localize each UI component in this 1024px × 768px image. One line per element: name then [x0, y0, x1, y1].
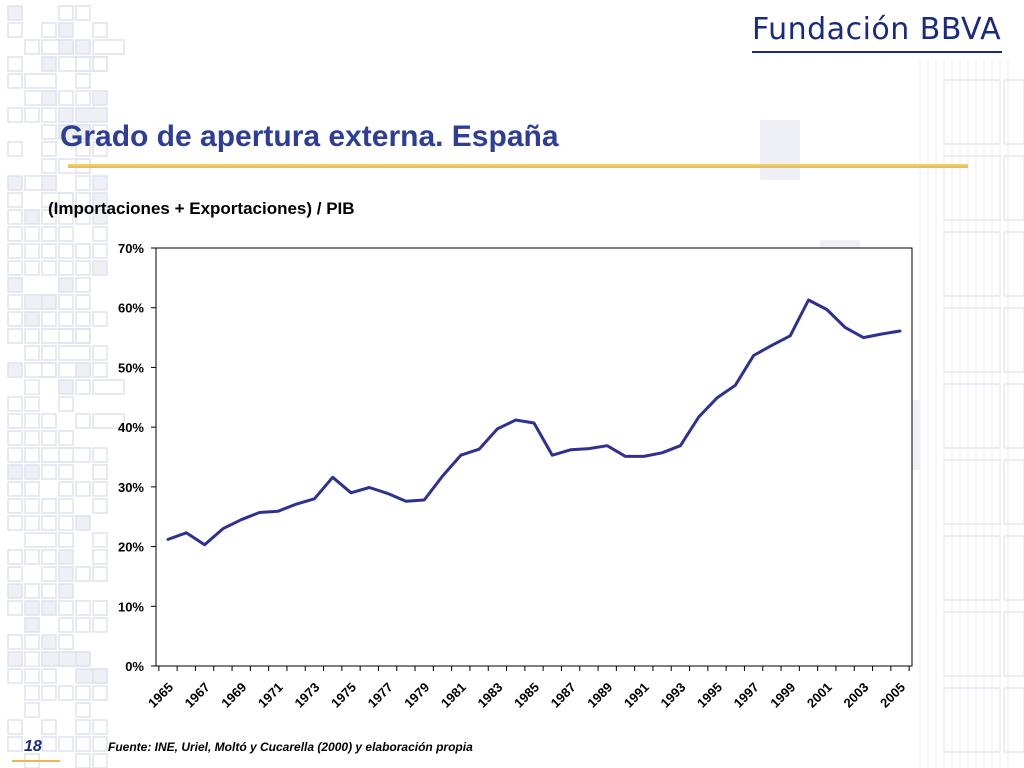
x-tick-label: 2005 [877, 680, 908, 711]
x-tick-label: 1977 [365, 680, 396, 711]
logo-text: Fundación BBVA [752, 12, 1002, 47]
source-note: Fuente: INE, Uriel, Moltó y Cucarella (2… [108, 740, 473, 754]
x-tick-label: 1971 [255, 680, 286, 711]
y-tick-label: 20% [118, 540, 144, 555]
x-tick-label: 1999 [767, 680, 798, 711]
x-tick-label: 1967 [182, 680, 213, 711]
x-tick-label: 1997 [731, 680, 762, 711]
y-tick-label: 30% [118, 480, 144, 495]
y-tick-label: 60% [118, 301, 144, 316]
x-tick-label: 1985 [511, 680, 542, 711]
x-tick-label: 1979 [401, 680, 432, 711]
plot-area [155, 247, 913, 667]
logo-underline [752, 51, 1002, 53]
y-tick-label: 10% [118, 599, 144, 614]
foundation-logo: Fundación BBVA [752, 8, 1004, 54]
x-tick-label: 1993 [657, 680, 688, 711]
title-underline [68, 164, 968, 168]
x-tick-label: 1975 [328, 680, 359, 711]
chart-title: (Importaciones + Exportaciones) / PIB [48, 199, 355, 218]
page-number-underline [12, 760, 60, 762]
x-tick-label: 1969 [218, 680, 249, 711]
series-line [166, 298, 902, 547]
y-tick-label: 70% [118, 241, 144, 256]
x-tick-label: 1987 [548, 680, 579, 711]
x-tick-label: 2001 [804, 680, 835, 711]
x-tick-label: 1983 [474, 680, 505, 711]
y-tick-label: 50% [118, 360, 144, 375]
x-tick-label: 1981 [438, 680, 469, 711]
y-tick-label: 40% [118, 420, 144, 435]
page-number: 18 [24, 738, 42, 755]
page-title: Grado de apertura externa. España [60, 120, 559, 153]
x-tick-label: 1973 [291, 680, 322, 711]
x-tick-label: 1989 [584, 680, 615, 711]
x-tick-label: 2003 [840, 680, 871, 711]
y-tick-label: 0% [125, 659, 144, 674]
x-tick-label: 1965 [145, 680, 176, 711]
x-tick-label: 1995 [694, 680, 725, 711]
x-tick-label: 1991 [621, 680, 652, 711]
